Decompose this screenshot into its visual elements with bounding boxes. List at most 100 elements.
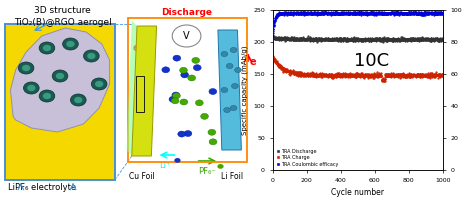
TRA Discharge (360, 38, 367, 41)
TRA Coulombic efficacy (318, 12, 325, 15)
TRA Discharge (272, 37, 279, 40)
TRA Charge (271, 58, 279, 61)
TRA Discharge (341, 37, 349, 41)
TRA Discharge (282, 39, 290, 42)
TRA Discharge (390, 38, 397, 41)
TRA Discharge (306, 38, 314, 41)
TRA Discharge (337, 38, 344, 41)
TRA Coulombic efficacy (345, 11, 352, 15)
TRA Discharge (295, 37, 302, 40)
TRA Discharge (296, 37, 304, 40)
TRA Charge (273, 60, 281, 63)
TRA Coulombic efficacy (336, 12, 343, 15)
TRA Charge (343, 73, 350, 76)
TRA Charge (355, 74, 362, 78)
TRA Discharge (364, 36, 372, 39)
TRA Discharge (285, 37, 293, 41)
TRA Discharge (356, 39, 364, 42)
TRA Coulombic efficacy (300, 12, 307, 15)
TRA Charge (343, 73, 351, 76)
TRA Discharge (297, 37, 304, 40)
TRA Coulombic efficacy (276, 12, 283, 16)
TRA Discharge (311, 38, 319, 41)
TRA Discharge (403, 39, 411, 42)
TRA Coulombic efficacy (353, 12, 360, 15)
TRA Discharge (433, 37, 440, 40)
TRA Discharge (321, 37, 328, 40)
TRA Discharge (338, 38, 346, 41)
TRA Coulombic efficacy (317, 11, 324, 14)
TRA Coulombic efficacy (327, 11, 335, 14)
TRA Charge (406, 75, 413, 79)
TRA Discharge (421, 37, 429, 41)
TRA Discharge (322, 37, 330, 40)
TRA Charge (362, 75, 370, 78)
TRA Discharge (392, 38, 400, 41)
TRA Discharge (432, 37, 439, 41)
TRA Coulombic efficacy (333, 11, 340, 14)
TRA Charge (430, 73, 438, 77)
TRA Charge (364, 72, 371, 75)
TRA Charge (294, 74, 302, 77)
TRA Coulombic efficacy (435, 11, 443, 14)
TRA Charge (335, 72, 343, 75)
TRA Charge (331, 74, 339, 77)
TRA Coulombic efficacy (412, 13, 419, 16)
TRA Charge (289, 71, 296, 74)
TRA Coulombic efficacy (306, 10, 314, 13)
TRA Charge (359, 72, 366, 75)
TRA Charge (280, 70, 287, 73)
TRA Charge (348, 75, 355, 78)
TRA Coulombic efficacy (314, 12, 321, 15)
TRA Coulombic efficacy (338, 11, 345, 14)
TRA Coulombic efficacy (423, 11, 430, 15)
TRA Coulombic efficacy (292, 11, 300, 14)
TRA Coulombic efficacy (339, 12, 346, 16)
TRA Charge (331, 72, 338, 76)
TRA Discharge (394, 37, 401, 40)
TRA Discharge (363, 38, 370, 41)
TRA Coulombic efficacy (433, 11, 441, 15)
TRA Charge (371, 74, 379, 78)
TRA Coulombic efficacy (370, 13, 378, 16)
TRA Discharge (432, 37, 439, 41)
TRA Charge (287, 68, 294, 72)
TRA Charge (417, 74, 425, 77)
TRA Charge (307, 74, 314, 78)
Polygon shape (127, 20, 137, 156)
TRA Coulombic efficacy (362, 12, 370, 16)
TRA Coulombic efficacy (302, 12, 309, 16)
TRA Discharge (419, 38, 426, 41)
TRA Coulombic efficacy (277, 11, 284, 14)
TRA Coulombic efficacy (414, 11, 422, 14)
TRA Discharge (317, 37, 324, 40)
TRA Coulombic efficacy (283, 11, 290, 14)
TRA Coulombic efficacy (339, 11, 346, 14)
TRA Coulombic efficacy (437, 10, 445, 13)
TRA Charge (376, 72, 383, 76)
TRA Discharge (416, 37, 423, 40)
TRA Discharge (301, 37, 308, 40)
TRA Discharge (344, 38, 352, 41)
TRA Coulombic efficacy (343, 11, 351, 14)
TRA Discharge (429, 37, 437, 41)
TRA Coulombic efficacy (420, 11, 427, 14)
TRA Coulombic efficacy (435, 12, 442, 15)
TRA Charge (301, 73, 308, 76)
TRA Coulombic efficacy (371, 12, 379, 16)
TRA Coulombic efficacy (377, 12, 385, 15)
TRA Coulombic efficacy (300, 12, 307, 15)
TRA Discharge (397, 36, 405, 39)
TRA Coulombic efficacy (388, 11, 395, 14)
TRA Coulombic efficacy (401, 12, 408, 15)
TRA Coulombic efficacy (360, 11, 368, 14)
TRA Discharge (325, 37, 332, 40)
Circle shape (87, 53, 96, 59)
TRA Coulombic efficacy (423, 12, 431, 16)
TRA Discharge (376, 37, 384, 40)
TRA Discharge (415, 37, 422, 41)
TRA Discharge (418, 36, 425, 40)
TRA Charge (385, 73, 393, 77)
TRA Coulombic efficacy (309, 12, 317, 15)
TRA Discharge (346, 37, 353, 40)
